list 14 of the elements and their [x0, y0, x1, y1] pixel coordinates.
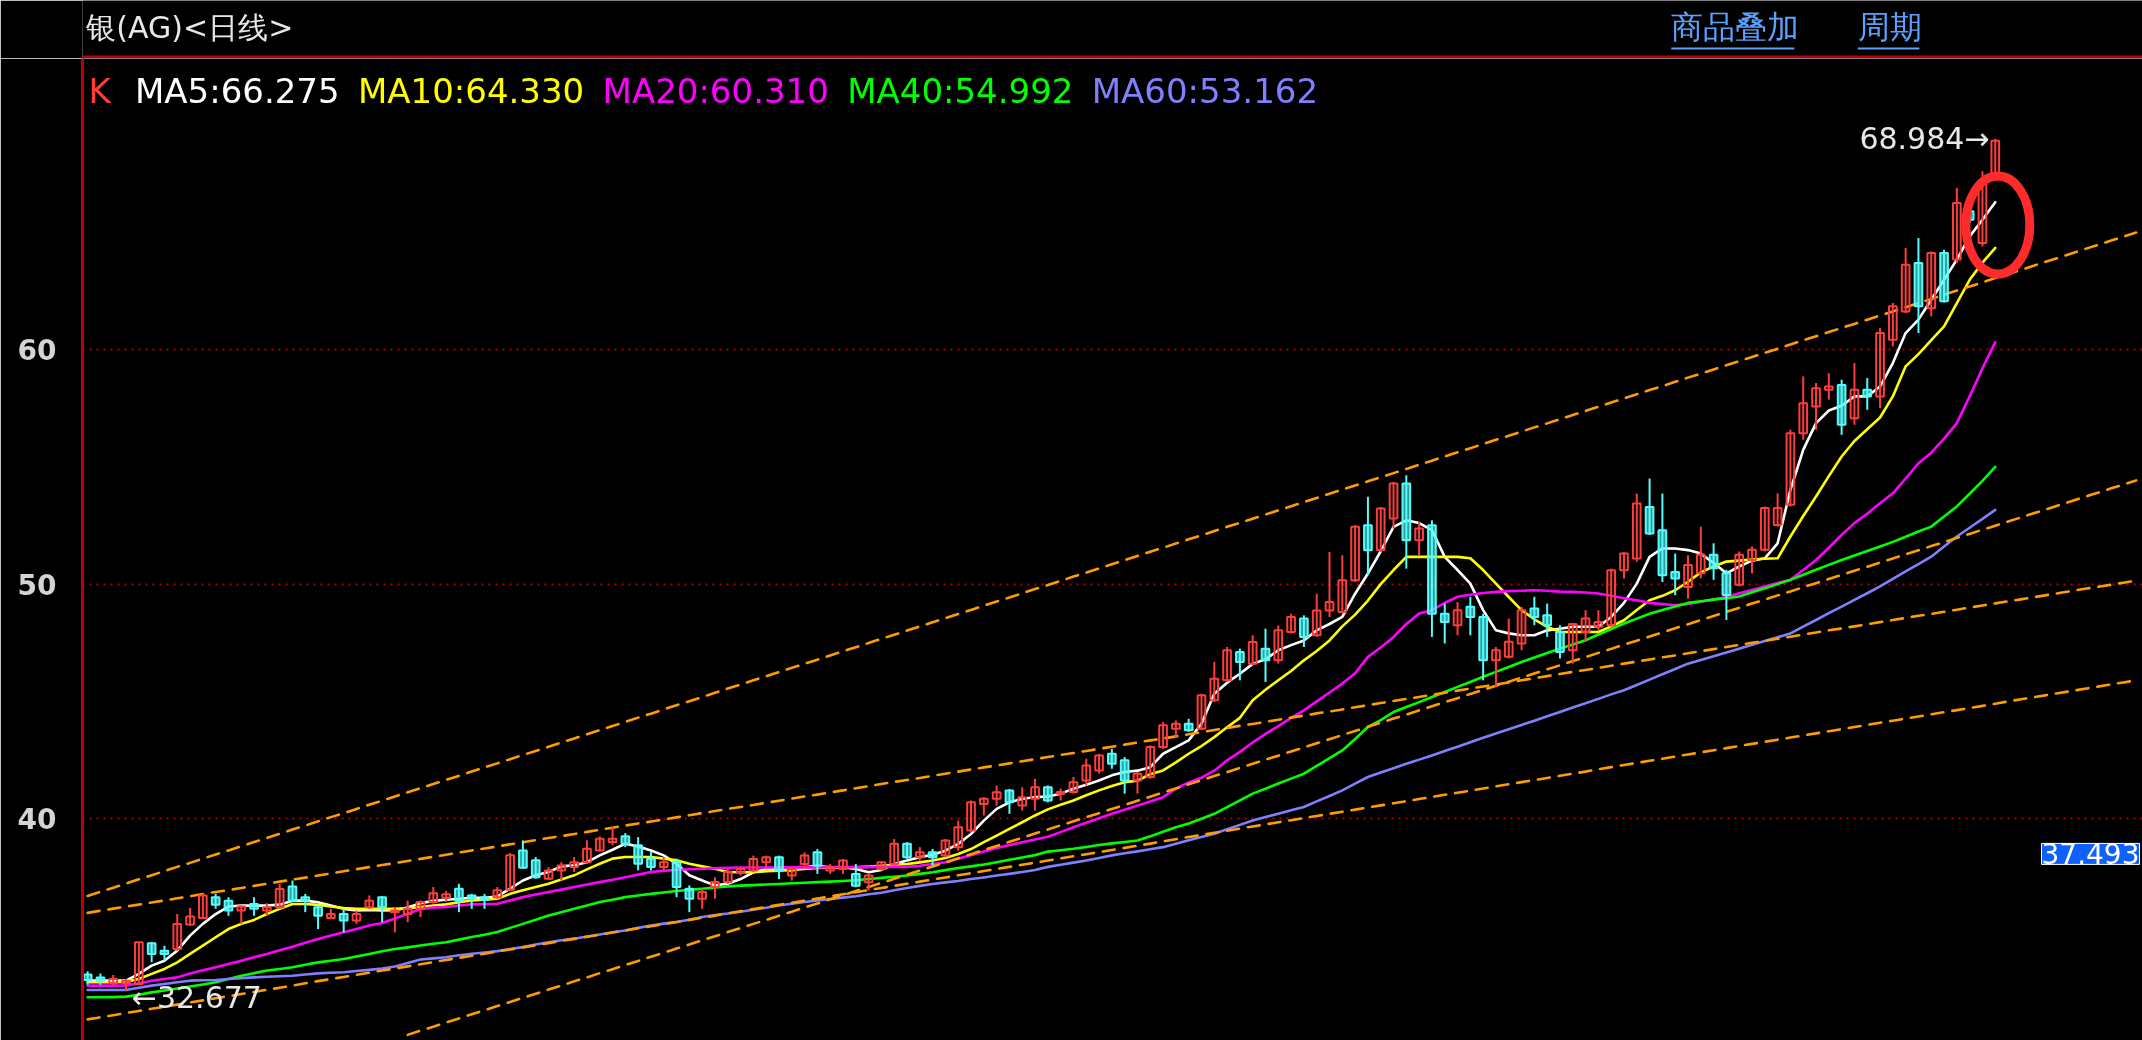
text: 商品叠加 [1671, 7, 1800, 46]
annotation: 37.493 [2041, 838, 2140, 872]
text: MA5:66.275 [134, 70, 340, 111]
text: MA40:54.992 [847, 70, 1074, 111]
y-tick-label: 60 [17, 333, 57, 367]
text: MA60:53.162 [1091, 70, 1319, 111]
y-tick-label: 50 [17, 568, 57, 602]
text: K [88, 70, 113, 111]
text: MA10:64.330 [357, 70, 585, 111]
text: 周期 [1857, 7, 1922, 46]
annotation: 68.984→ [1859, 121, 1990, 157]
y-tick-label: 40 [17, 803, 57, 837]
text: MA20:60.310 [602, 70, 829, 111]
chart-title: 银(AG)<日线> [85, 10, 294, 45]
